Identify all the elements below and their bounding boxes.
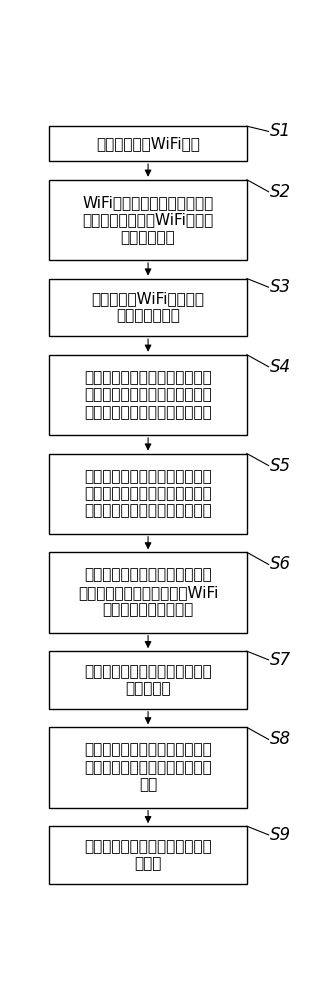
Text: S1: S1 [270, 122, 291, 140]
Text: 根据所述匹配客流量计算一通行
能力利用率: 根据所述匹配客流量计算一通行 能力利用率 [84, 664, 212, 696]
Text: 将通行能力利用率与预设分级标
准进行比较，获得客流状态判定
结果: 将通行能力利用率与预设分级标 准进行比较，获得客流状态判定 结果 [84, 743, 212, 792]
Text: S2: S2 [270, 183, 291, 201]
Text: S3: S3 [270, 278, 291, 296]
Text: 服务器根据WiFi数据建立
指纹识别数据库: 服务器根据WiFi数据建立 指纹识别数据库 [92, 291, 205, 324]
Bar [49, 552, 247, 633]
Text: S9: S9 [270, 826, 291, 844]
Bar [49, 126, 247, 161]
Text: 利用指纹识别数据库进行站内无
线定位并对无线通信终端进行筛
选，获得一优化无线通信终端群: 利用指纹识别数据库进行站内无 线定位并对无线通信终端进行筛 选，获得一优化无线通… [84, 370, 212, 420]
Bar [49, 355, 247, 435]
Bar [49, 454, 247, 534]
Bar [49, 826, 247, 884]
Text: S4: S4 [270, 358, 291, 376]
Text: 根据优化无线通信终端群中无线
通信终端的数量和拥堵点的实际
客流量建立一人工智能匹配模型: 根据优化无线通信终端群中无线 通信终端的数量和拥堵点的实际 客流量建立一人工智能… [84, 469, 212, 519]
Text: 在拥堵点布设WiFi探针: 在拥堵点布设WiFi探针 [96, 136, 200, 151]
Text: 利用人工智能匹配模型处理采集
到的优化无线通信终端群的WiFi
数据，获得匹配客流量: 利用人工智能匹配模型处理采集 到的优化无线通信终端群的WiFi 数据，获得匹配客… [78, 568, 218, 617]
Text: S6: S6 [270, 555, 291, 573]
Bar [49, 180, 247, 260]
Text: S5: S5 [270, 457, 291, 475]
Bar [49, 727, 247, 808]
Bar [49, 651, 247, 709]
Text: S8: S8 [270, 730, 291, 748]
Bar [49, 279, 247, 336]
Text: S7: S7 [270, 651, 291, 669]
Text: 将客流状态判定结果输出至一目
标终端: 将客流状态判定结果输出至一目 标终端 [84, 839, 212, 871]
Text: WiFi探针实时采集探测范围内
各无线通信终端的WiFi数据并
发送给服务器: WiFi探针实时采集探测范围内 各无线通信终端的WiFi数据并 发送给服务器 [82, 195, 214, 245]
